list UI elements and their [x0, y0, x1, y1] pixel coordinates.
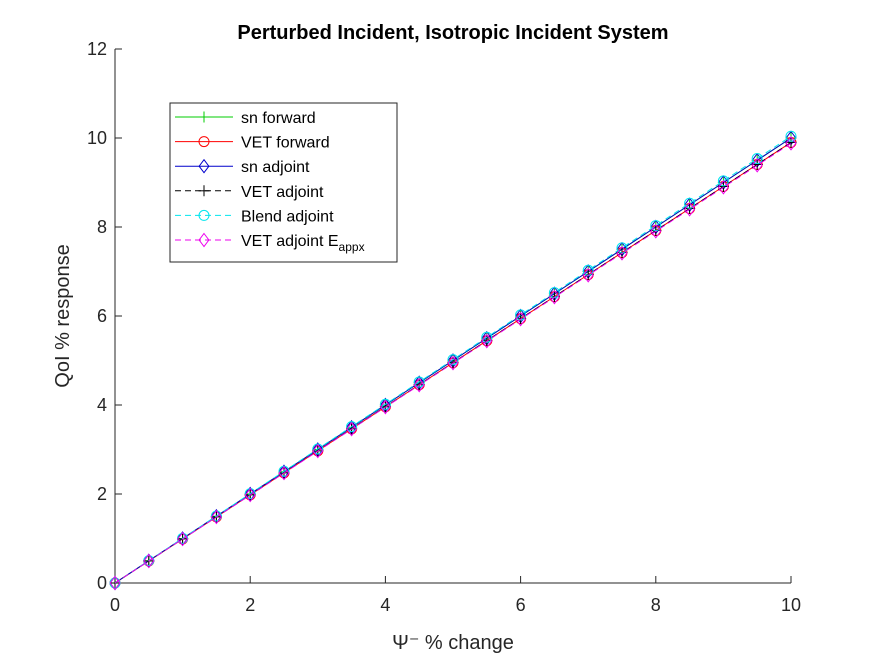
series-line — [114, 142, 792, 584]
data-point — [650, 223, 662, 239]
data-point — [346, 421, 358, 433]
x-tick-label: 10 — [781, 595, 801, 615]
legend-box — [169, 102, 398, 263]
data-point — [785, 136, 797, 151]
chart-title: Perturbed Incident, Isotropic Incident S… — [237, 22, 668, 44]
data-point — [751, 153, 763, 165]
data-point — [413, 376, 425, 388]
y-axis-label: QoI % response — [52, 244, 74, 387]
legend-marker — [198, 232, 210, 248]
x-tick-label: 2 — [245, 595, 255, 615]
data-point — [515, 309, 527, 321]
data-point — [177, 531, 189, 547]
data-point — [717, 179, 729, 195]
legend-label: VET adjoint Eappx — [241, 233, 365, 254]
data-point — [413, 377, 425, 393]
legend-label: VET forward — [241, 135, 330, 152]
legend-label: sn forward — [241, 110, 316, 127]
legend-item: VET adjoint — [175, 184, 324, 201]
data-point — [278, 465, 290, 481]
data-point — [481, 333, 493, 349]
data-point — [582, 267, 594, 283]
data-point — [143, 553, 155, 569]
data-point — [548, 289, 560, 305]
data-point — [109, 575, 121, 591]
series-6 — [109, 136, 797, 591]
legend-marker — [198, 136, 210, 148]
x-tick-label: 6 — [516, 595, 526, 615]
data-point — [312, 443, 324, 459]
series-line — [114, 135, 792, 584]
y-tick-label: 0 — [97, 573, 107, 593]
legend-marker — [198, 111, 210, 123]
series-group — [109, 130, 797, 591]
x-axis-label: Ψ⁻ % change — [392, 632, 514, 654]
data-point — [751, 157, 763, 173]
legend-label: VET adjoint — [241, 184, 324, 201]
data-point — [379, 399, 391, 415]
data-point — [244, 487, 256, 503]
legend-label: sn adjoint — [241, 159, 310, 176]
data-point — [684, 197, 696, 209]
x-tick-label: 0 — [110, 595, 120, 615]
data-point — [515, 311, 527, 327]
legend: sn forward VET forward sn adjoint VET adjoi… — [169, 102, 398, 263]
data-point — [447, 354, 459, 366]
data-point — [717, 175, 729, 187]
data-point — [785, 130, 797, 142]
legend-item: sn adjoint — [175, 158, 310, 176]
legend-item: sn forward — [175, 110, 316, 127]
data-point — [616, 245, 628, 261]
y-tick-label: 2 — [97, 484, 107, 504]
y-tick-label: 4 — [97, 395, 107, 415]
data-point — [650, 220, 662, 232]
legend-item: Blend adjoint — [175, 208, 334, 225]
legend-marker — [198, 185, 210, 197]
legend-label: Blend adjoint — [241, 208, 334, 225]
data-point — [684, 201, 696, 217]
y-tick-label: 8 — [97, 217, 107, 237]
data-point — [447, 355, 459, 371]
data-point — [582, 269, 594, 281]
data-point — [379, 398, 391, 410]
x-tick-label: 8 — [651, 595, 661, 615]
y-tick-label: 12 — [87, 39, 107, 59]
data-point — [210, 509, 222, 525]
axes: 0 2 4 6 8 10 0 2 4 6 8 10 12 — [87, 39, 801, 615]
data-point — [481, 331, 493, 343]
legend-item: VET forward — [175, 135, 330, 152]
y-tick-label: 10 — [87, 128, 107, 148]
legend-item: VET adjoint Eappx — [175, 232, 365, 254]
legend-marker — [198, 158, 210, 174]
legend-marker — [198, 209, 210, 221]
data-point — [346, 421, 358, 437]
y-tick-label: 6 — [97, 306, 107, 326]
x-tick-label: 4 — [380, 595, 390, 615]
